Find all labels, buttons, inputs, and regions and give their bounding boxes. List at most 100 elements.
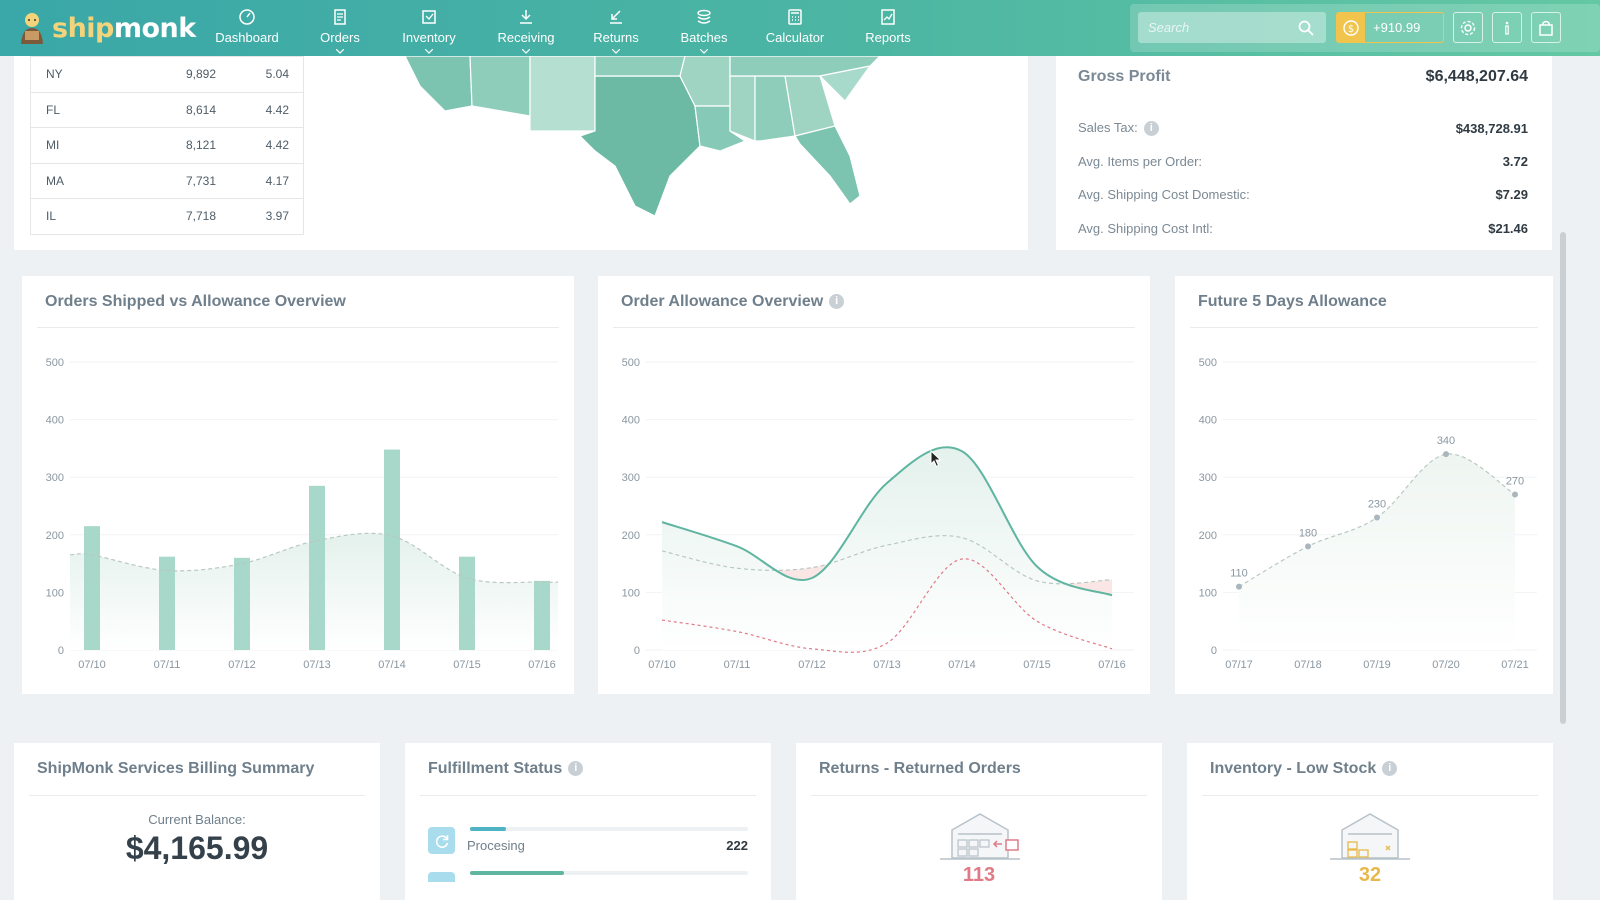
order-allowance-chart-title-wrap: Order Allowance Overview i bbox=[621, 293, 845, 311]
top-states-table: NY 9,892 5.04 FL 8,614 4.42 MI 8,121 4.4… bbox=[30, 56, 304, 235]
map-state-california[interactable] bbox=[404, 56, 473, 112]
cart-button[interactable] bbox=[1531, 12, 1561, 43]
account-balance-value: +910.99 bbox=[1373, 20, 1421, 35]
avg-shipping-intl-row: Avg. Shipping Cost Intl: $21.46 bbox=[1078, 218, 1528, 238]
data-label: 230 bbox=[1368, 499, 1386, 511]
order-allowance-chart-title: Order Allowance Overview bbox=[621, 293, 824, 310]
gear-icon bbox=[1460, 20, 1476, 35]
bar bbox=[384, 449, 400, 650]
status-progress-fill-partial bbox=[470, 871, 564, 875]
processing-refresh-icon bbox=[428, 827, 455, 854]
info-button[interactable] bbox=[1492, 12, 1522, 43]
state-orders: 7,718 bbox=[185, 209, 216, 224]
y-tick-label: 200 bbox=[622, 530, 640, 542]
info-icon[interactable]: i bbox=[1382, 761, 1398, 777]
map-state-oklahoma[interactable] bbox=[594, 56, 686, 77]
actual-orders-line bbox=[661, 446, 1113, 597]
x-tick-label: 07/20 bbox=[1432, 659, 1460, 671]
nav-reports[interactable]: Reports bbox=[860, 0, 916, 56]
search-icon[interactable] bbox=[1298, 20, 1314, 36]
processing-count: 222 bbox=[726, 838, 748, 853]
top-navbar: shipmonk Dashboard Orders Inventory Rece… bbox=[0, 0, 1600, 56]
nav-calculator[interactable]: Calculator bbox=[762, 0, 828, 56]
y-tick-label: 100 bbox=[1199, 587, 1217, 599]
nav-calculator-label: Calculator bbox=[765, 30, 825, 45]
state-percent: 3.97 bbox=[265, 209, 289, 224]
state-percent: 4.42 bbox=[265, 138, 289, 153]
nav-dashboard-label: Dashboard bbox=[215, 30, 279, 45]
chevron-down-icon bbox=[522, 49, 530, 54]
nav-batches[interactable]: Batches bbox=[676, 0, 732, 56]
billing-summary-title: ShipMonk Services Billing Summary bbox=[37, 760, 315, 777]
allowance-area bbox=[1239, 453, 1515, 650]
y-tick-label: 500 bbox=[46, 357, 64, 369]
nav-dashboard[interactable]: Dashboard bbox=[212, 0, 282, 56]
nav-returns[interactable]: Returns bbox=[588, 0, 644, 56]
map-state-texas[interactable] bbox=[578, 75, 701, 217]
x-tick-label: 07/13 bbox=[873, 659, 901, 671]
map-state-florida[interactable] bbox=[794, 125, 861, 205]
logo-text-ship: ship bbox=[52, 12, 114, 44]
current-balance-value: $4,165.99 bbox=[125, 830, 269, 866]
returned-orders-count[interactable]: 113 bbox=[962, 864, 996, 886]
fulfillment-status-title: Fulfillment Status bbox=[428, 760, 563, 777]
search-input[interactable] bbox=[1138, 20, 1298, 35]
bar bbox=[534, 580, 550, 650]
nav-inventory[interactable]: Inventory bbox=[396, 0, 462, 56]
reports-icon bbox=[881, 9, 895, 25]
x-tick-label: 07/10 bbox=[648, 659, 676, 671]
nav-receiving[interactable]: Receiving bbox=[494, 0, 558, 56]
monk-mascot-icon bbox=[16, 10, 48, 46]
info-icon[interactable]: i bbox=[568, 761, 584, 777]
nav-orders-label: Orders bbox=[320, 30, 360, 45]
state-orders: 7,731 bbox=[185, 173, 216, 188]
status-progress-bar-partial bbox=[470, 871, 748, 875]
settings-button[interactable] bbox=[1453, 12, 1483, 43]
y-tick-label: 100 bbox=[46, 587, 64, 599]
bar bbox=[309, 485, 325, 650]
y-tick-label: 0 bbox=[58, 645, 64, 657]
page-scrollbar[interactable] bbox=[1560, 232, 1566, 724]
info-icon[interactable]: i bbox=[1143, 121, 1159, 137]
chevron-down-icon bbox=[700, 49, 708, 54]
y-tick-label: 500 bbox=[1199, 357, 1217, 369]
state-percent: 5.04 bbox=[265, 67, 289, 82]
state-code: MI bbox=[46, 138, 60, 153]
state-code: MA bbox=[46, 173, 64, 188]
low-stock-count[interactable]: 32 bbox=[1358, 864, 1382, 886]
y-tick-label: 200 bbox=[1199, 530, 1217, 542]
search-box[interactable] bbox=[1138, 12, 1326, 43]
table-row: MI 8,121 4.42 bbox=[31, 127, 303, 163]
divider bbox=[1202, 795, 1538, 796]
avg-shipping-intl-value: $21.46 bbox=[1488, 220, 1528, 236]
x-tick-label: 07/12 bbox=[798, 659, 826, 671]
sales-tax-row: Sales Tax: i $438,728.91 bbox=[1078, 118, 1528, 138]
order-allowance-chart: 0 100 200 300 400 500 07/10 07/11 07/12 07/13 07/1… bbox=[622, 357, 1134, 671]
us-orders-map[interactable] bbox=[400, 56, 890, 221]
account-balance-button[interactable]: $ +910.99 bbox=[1336, 12, 1444, 43]
info-icon[interactable]: i bbox=[829, 294, 845, 310]
x-tick-label: 07/16 bbox=[1098, 659, 1126, 671]
x-tick-label: 07/16 bbox=[528, 659, 556, 671]
map-state-new-mexico[interactable] bbox=[529, 56, 596, 132]
state-code: FL bbox=[46, 102, 61, 117]
x-tick-label: 07/13 bbox=[303, 659, 331, 671]
logo-text: shipmonk bbox=[52, 13, 196, 44]
fulfillment-status-title-wrap: Fulfillment Status i bbox=[428, 760, 584, 778]
map-state-south-carolina[interactable] bbox=[818, 65, 872, 102]
map-state-mississippi[interactable] bbox=[729, 75, 756, 142]
x-tick-label: 07/11 bbox=[724, 659, 751, 671]
allowance-line bbox=[1238, 453, 1516, 588]
map-state-arizona[interactable] bbox=[469, 56, 531, 117]
state-code: NY bbox=[46, 67, 63, 82]
processing-progress-fill bbox=[470, 827, 507, 831]
shopping-bag-icon bbox=[1539, 20, 1553, 36]
nav-returns-label: Returns bbox=[593, 30, 639, 45]
data-point bbox=[1443, 451, 1449, 458]
data-label: 340 bbox=[1437, 435, 1455, 447]
profit-summary-card bbox=[1056, 56, 1552, 250]
nav-orders[interactable]: Orders bbox=[312, 0, 368, 56]
state-orders: 8,121 bbox=[185, 138, 216, 153]
avg-items-label: Avg. Items per Order: bbox=[1078, 153, 1203, 169]
shipmonk-logo[interactable]: shipmonk bbox=[16, 8, 196, 48]
